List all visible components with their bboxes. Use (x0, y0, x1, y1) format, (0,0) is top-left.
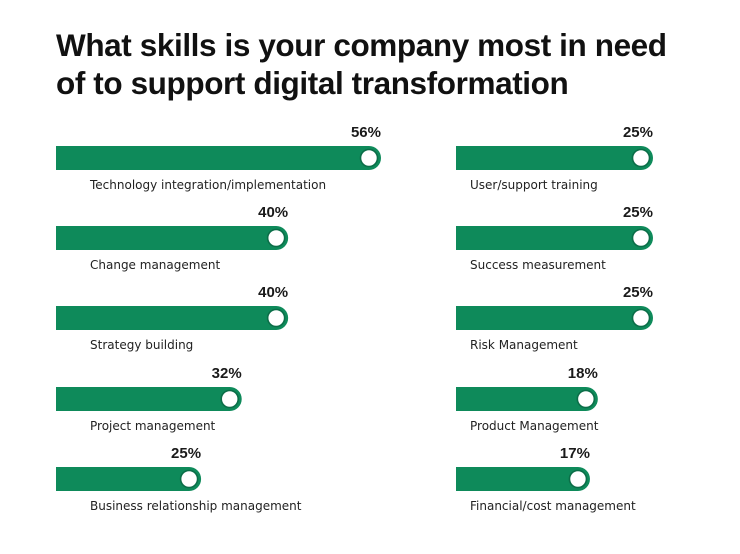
bar-item: 56% Technology integration/implementation (56, 124, 381, 192)
bar (56, 146, 381, 170)
bar (56, 306, 289, 330)
bar-item: 18% Product Management (456, 365, 599, 433)
bar-item: 40% Change management (56, 204, 289, 272)
bar-knob (359, 148, 379, 168)
value-label: 25% (623, 284, 653, 301)
bar-knob (220, 389, 240, 409)
bar (456, 467, 590, 491)
category-label: Change management (90, 258, 220, 272)
bar-knob (576, 389, 596, 409)
bar-knob (631, 308, 651, 328)
bar (456, 146, 653, 170)
value-label: 40% (258, 284, 288, 301)
value-label: 25% (623, 204, 653, 221)
value-label: 25% (623, 124, 653, 141)
bar-item: 25% Risk Management (456, 284, 653, 352)
bar-group: 56% Technology integration/implementation… (56, 124, 653, 513)
category-label: Risk Management (470, 338, 578, 352)
bar-knob (179, 469, 199, 489)
bar (56, 467, 202, 491)
value-label: 40% (258, 204, 288, 221)
category-label: Product Management (470, 419, 599, 433)
bar (56, 387, 242, 411)
bar-item: 25% Success measurement (456, 204, 653, 272)
bar-knob (631, 228, 651, 248)
chart-title-line-1: What skills is your company most in need (56, 27, 667, 63)
chart-title: What skills is your company most in need… (56, 26, 696, 102)
category-label: Financial/cost management (470, 499, 636, 513)
value-label: 17% (560, 445, 590, 462)
bar (456, 387, 598, 411)
value-label: 25% (171, 445, 201, 462)
category-label: User/support training (470, 178, 598, 192)
bar-knob (631, 148, 651, 168)
category-label: Business relationship management (90, 499, 302, 513)
bar-item: 25% Business relationship management (56, 445, 302, 513)
bar-knob (568, 469, 588, 489)
category-label: Strategy building (90, 338, 193, 352)
bar-item: 17% Financial/cost management (456, 445, 636, 513)
category-label: Success measurement (470, 258, 606, 272)
bar-item: 32% Project management (56, 365, 242, 433)
bar-knob (266, 228, 286, 248)
bar-knob (266, 308, 286, 328)
bar (56, 226, 289, 250)
chart-title-line-2: of to support digital transformation (56, 65, 569, 101)
category-label: Project management (90, 419, 216, 433)
bar (456, 306, 653, 330)
value-label: 18% (568, 365, 598, 382)
value-label: 56% (351, 124, 381, 141)
bar-item: 40% Strategy building (56, 284, 289, 352)
value-label: 32% (212, 365, 242, 382)
bar-item: 25% User/support training (456, 124, 653, 192)
bar (456, 226, 653, 250)
category-label: Technology integration/implementation (89, 178, 326, 192)
